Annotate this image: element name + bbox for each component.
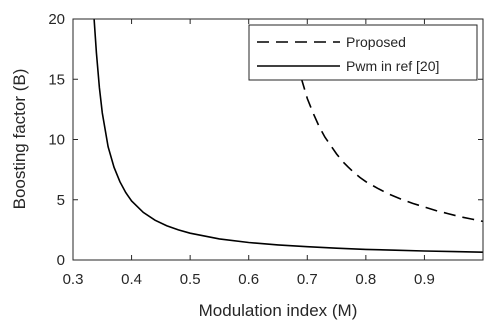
x-tick-label: 0.9 [414, 271, 435, 288]
x-tick-label: 0.7 [297, 271, 318, 288]
tick-layer: 0.3 0.4 0.5 0.6 0.7 0.8 0.9 0 5 10 15 20 [48, 11, 483, 288]
x-tick-label: 0.6 [238, 271, 259, 288]
x-tick-label: 0.5 [180, 271, 201, 288]
legend-label-proposed: Proposed [346, 34, 406, 50]
y-tick-label: 15 [48, 71, 65, 88]
series-line-proposed [294, 59, 483, 223]
y-tick-label: 10 [48, 132, 65, 149]
x-tick-label: 0.8 [355, 271, 376, 288]
series-layer [93, 19, 483, 253]
x-tick-label: 0.4 [121, 271, 142, 288]
legend-box [248, 24, 478, 81]
y-tick-label: 0 [57, 252, 65, 269]
y-tick-label: 20 [48, 11, 65, 28]
legend: Proposed Pwm in ref [20] [248, 24, 478, 81]
series-line-pwm-ref-20 [93, 19, 483, 253]
x-axis-label: Modulation index (M) [199, 301, 358, 320]
legend-label-pwm: Pwm in ref [20] [346, 58, 439, 74]
y-tick-label: 5 [57, 192, 65, 209]
plot-frame [72, 18, 484, 261]
x-tick-label: 0.3 [63, 271, 84, 288]
y-axis-label: Boosting factor (B) [10, 69, 29, 210]
